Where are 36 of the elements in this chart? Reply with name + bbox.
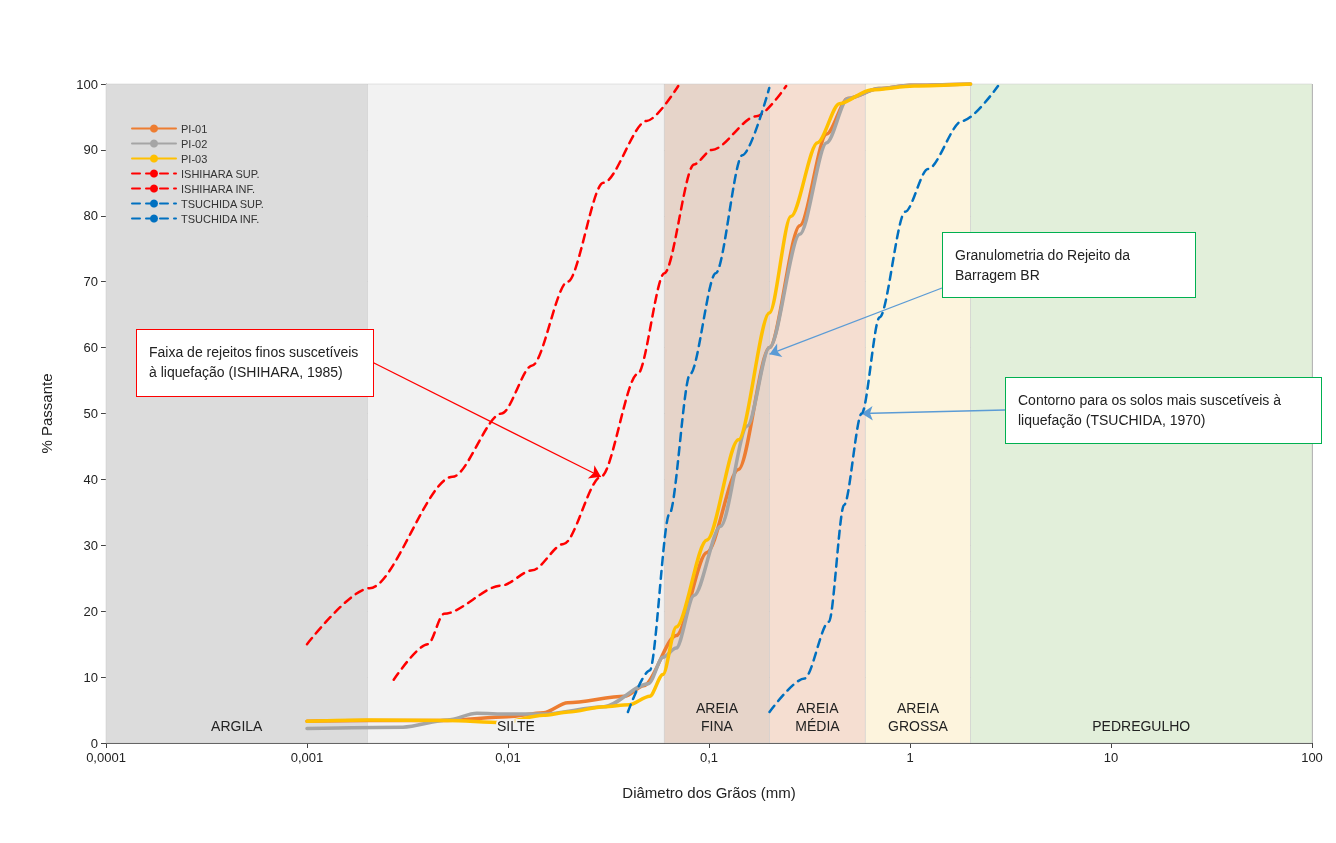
y-tick-label: 20 [83,603,98,619]
callout-box: Contorno para os solos mais suscetíveis à liquefação (TSUCHIDA, 1970) [1005,377,1322,444]
y-tick-label: 70 [83,274,98,290]
x-tick-label: 0,0001 [86,750,126,765]
legend-label: ISHIHARA SUP. [181,167,260,180]
x-tick-label: 0,001 [290,750,324,765]
y-tick-label: 0 [90,735,98,751]
legend-label: PI-01 [181,122,208,135]
callout-box: Granulometria do Rejeito da Barragem BR [942,232,1196,298]
x-tick-label: 100 [1301,750,1323,765]
band-label: ARGILA [211,718,264,734]
y-tick-label: 80 [83,208,98,224]
x-tick-label: 0,1 [699,750,719,765]
x-tick-label: 10 [1103,750,1119,765]
y-tick-label: 50 [83,406,98,421]
band-label: SILTE [497,718,535,734]
y-tick-label: 10 [83,669,98,685]
band-label: AREIA FINA [695,700,739,734]
legend-label: TSUCHIDA INF. [181,212,260,225]
x-axis-title: Diâmetro dos Grãos (mm) [622,784,796,801]
legend-label: ISHIHARA INF. [181,182,255,195]
band-label: AREIA GROSSA [888,700,949,734]
y-axis-title: % Passante [38,373,55,454]
y-tick-label: 40 [83,471,98,487]
x-tick-label: 1 [906,750,914,765]
band-label: AREIA MÉDIA [795,700,841,734]
legend-label: TSUCHIDA SUP. [181,197,264,210]
y-tick-label: 30 [83,537,98,553]
x-tick-label: 0,01 [495,750,521,765]
y-tick-label: 60 [83,340,98,356]
y-tick-label: 100 [76,76,98,92]
legend-label: PI-02 [181,137,208,150]
band-label: PEDREGULHO [1092,718,1191,734]
callout-box: Faixa de rejeitos finos suscetíveis à liquefação (ISHIHARA, 1985) [136,329,374,397]
legend-label: PI-03 [181,152,208,165]
y-tick-label: 90 [83,142,98,158]
